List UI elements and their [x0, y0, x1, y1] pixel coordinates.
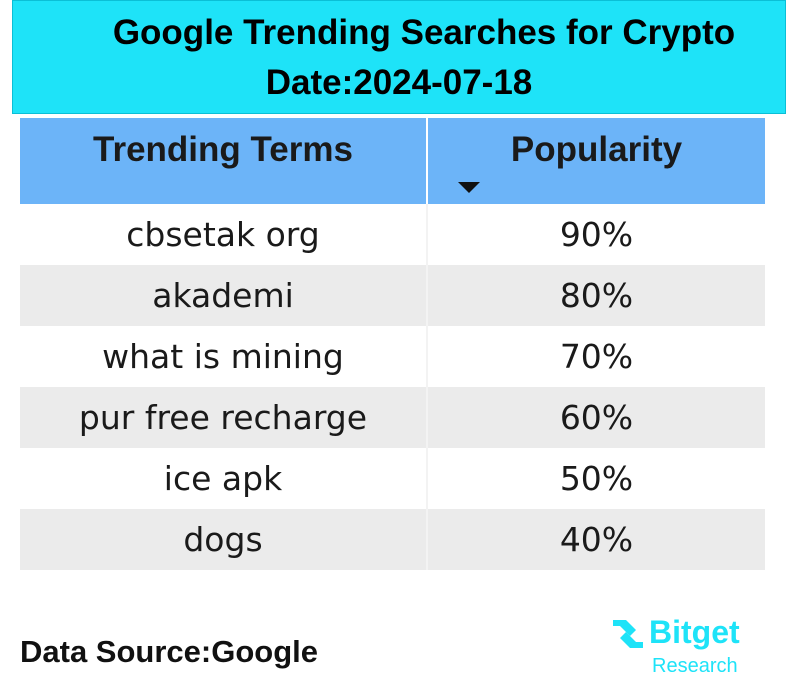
term-cell: cbsetak org: [20, 204, 428, 265]
term-cell: akademi: [20, 265, 428, 326]
title-banner: Google Trending Searches for Crypto Date…: [12, 0, 786, 114]
column-header-popularity[interactable]: Popularity: [428, 118, 765, 204]
popularity-cell: 80%: [559, 276, 634, 315]
data-source-note: Data Source:Google: [20, 634, 318, 669]
popularity-cell: 60%: [559, 398, 634, 437]
popularity-cell: 50%: [559, 459, 634, 498]
term-cell: what is mining: [20, 326, 428, 387]
logo-wordmark: Bitget: [649, 614, 740, 650]
table-row: akademi 80%: [20, 265, 765, 326]
popularity-cell: 70%: [559, 337, 634, 376]
page-title: Google Trending Searches for Crypto: [112, 13, 736, 52]
table-header-row: Trending Terms Popularity: [20, 118, 765, 204]
popularity-cell: 40%: [559, 520, 634, 559]
bitget-logo-icon: [613, 620, 643, 648]
page-date: Date:2024-07-18: [265, 63, 533, 102]
table-row: dogs 40%: [20, 509, 765, 570]
column-header-terms[interactable]: Trending Terms: [20, 118, 428, 204]
logo-subtitle: Research: [652, 655, 738, 677]
bitget-research-logo: Bitget Research: [609, 614, 769, 684]
column-header-popularity-label: Popularity: [510, 130, 683, 169]
sort-descending-icon[interactable]: [458, 182, 480, 193]
table-row: cbsetak org 90%: [20, 204, 765, 265]
popularity-cell: 90%: [559, 215, 634, 254]
table-row: pur free recharge 60%: [20, 387, 765, 448]
term-cell: pur free recharge: [20, 387, 428, 448]
trending-table: Trending Terms Popularity cbsetak org 90…: [20, 118, 765, 570]
table-row: ice apk 50%: [20, 448, 765, 509]
term-cell: ice apk: [20, 448, 428, 509]
table-row: what is mining 70%: [20, 326, 765, 387]
term-cell: dogs: [20, 509, 428, 570]
